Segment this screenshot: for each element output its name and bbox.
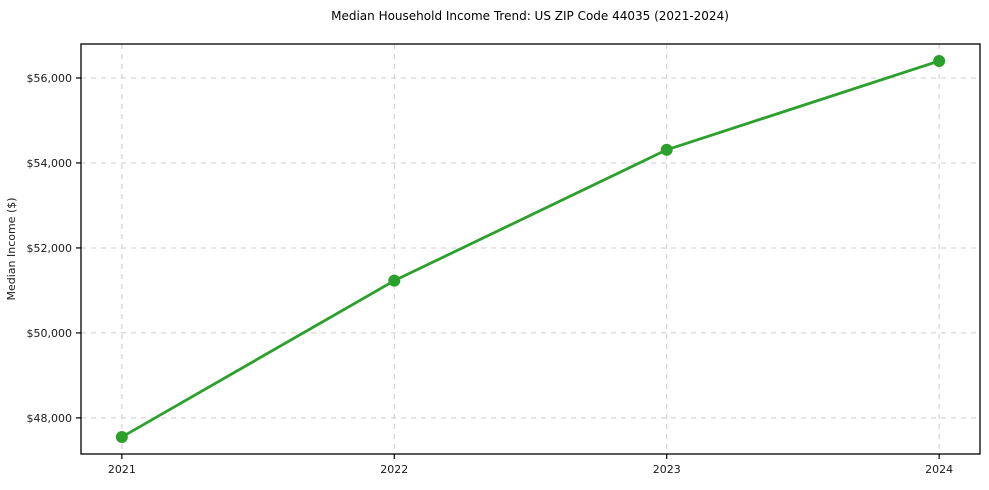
x-tick-label: 2022 [380, 463, 408, 476]
tick-layer: 2021 2022 2023 2024 $48,000 $50,000 $52,000 $54… [27, 72, 954, 476]
data-point-2021 [115, 431, 128, 444]
series-layer [115, 54, 946, 444]
y-axis-label: Median Income ($) [5, 197, 18, 300]
plot-border [80, 43, 981, 455]
data-point-2024 [933, 54, 946, 67]
spine-layer [80, 43, 981, 455]
data-point-2022 [388, 274, 401, 287]
y-tick-label: $54,000 [27, 157, 73, 170]
y-tick-label: $48,000 [27, 412, 73, 425]
y-tick-label: $52,000 [27, 242, 73, 255]
series-line [120, 59, 941, 439]
data-point-2023 [660, 143, 673, 156]
x-tick-label: 2023 [653, 463, 681, 476]
y-tick-label: $56,000 [27, 72, 73, 85]
chart-title: Median Household Income Trend: US ZIP Co… [331, 9, 729, 23]
x-tick-label: 2021 [108, 463, 136, 476]
grid-layer [81, 44, 980, 454]
y-tick-label: $50,000 [27, 327, 73, 340]
x-tick-label: 2024 [925, 463, 953, 476]
